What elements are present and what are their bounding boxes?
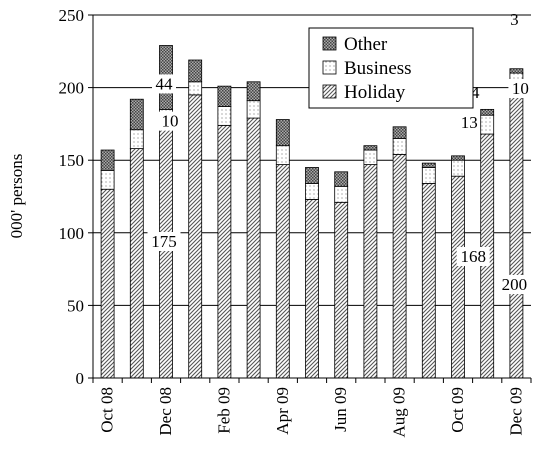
bar-business-apr-09: [275, 145, 290, 165]
bar-business-jul-09: [363, 149, 378, 165]
y-axis-label: 000' persons: [7, 154, 26, 239]
bar-business-sep-09: [421, 167, 436, 184]
y-tick-label: 150: [59, 151, 85, 170]
data-label-dec-09-business: 10: [512, 79, 529, 98]
legend-swatch-other: [322, 36, 337, 51]
bar-holiday-aug-09: [392, 153, 407, 379]
y-tick-label: 50: [67, 296, 84, 315]
bar-other-aug-09: [392, 126, 407, 139]
bar-business-oct-08: [100, 169, 115, 190]
bar-other-nov-08: [129, 98, 144, 131]
data-label-nov-09-business: 13: [461, 113, 478, 132]
x-tick-label: Oct 08: [98, 387, 117, 433]
bar-holiday-mar-09: [246, 117, 261, 379]
bar-business-feb-09: [217, 106, 232, 126]
bar-holiday-jun-09: [334, 201, 349, 379]
legend: Other Business Holiday: [308, 27, 474, 109]
data-label-dec-09-other: 3: [510, 10, 519, 29]
data-label-bg: [158, 111, 182, 131]
y-tick-label: 0: [76, 369, 85, 388]
x-tick-label: Dec 08: [156, 387, 175, 436]
bar-holiday-jan-09: [188, 94, 203, 379]
bar-other-jul-09: [363, 145, 378, 151]
x-ticks: Oct 08 Dec 08 Feb 09 Apr 09 Jun 09 Aug 09 Oct …: [92, 378, 532, 438]
y-tick-label: 200: [59, 79, 85, 98]
bar-business-may-09: [305, 183, 319, 200]
bar-business-mar-09: [246, 100, 261, 119]
x-tick-label: Oct 09: [448, 387, 467, 433]
legend-label-business: Business: [344, 58, 412, 79]
x-tick-label: Apr 09: [273, 387, 292, 435]
data-label-nov-09-holiday: 168: [460, 247, 486, 266]
bar-business-nov-09: [480, 114, 495, 135]
bar-other-oct-08: [100, 149, 115, 171]
data-label-nov-09-other: 4: [471, 83, 480, 102]
x-tick-label: Feb 09: [214, 387, 233, 434]
data-label-bg: [456, 247, 490, 266]
bar-holiday-feb-09: [217, 124, 232, 379]
bar-other-dec-09: [509, 68, 524, 74]
bar-other-may-09: [305, 167, 319, 184]
data-label-dec-09-holiday: 200: [502, 275, 528, 294]
data-label-bg: [508, 79, 533, 98]
data-label-dec-08-holiday: 175: [151, 232, 177, 251]
bar-business-nov-08: [129, 129, 144, 149]
data-labels: 44 10 175 3 10 200 4 13 168: [147, 10, 533, 294]
bar-other-jan-09: [188, 59, 203, 83]
bar-other-oct-09: [451, 155, 465, 161]
legend-label-holiday: Holiday: [344, 82, 406, 103]
bar-holiday-apr-09: [275, 164, 290, 379]
x-tick-label: Aug 09: [390, 387, 409, 438]
axes: [92, 15, 531, 379]
x-tick-label: Dec 09: [506, 387, 525, 436]
bar-business-oct-09: [451, 159, 465, 177]
data-label-bg: [147, 232, 181, 251]
y-tick-label: 250: [59, 6, 85, 25]
bar-holiday-sep-09: [421, 183, 436, 379]
bar-business-jun-09: [334, 185, 349, 203]
y-tick-label: 100: [59, 224, 85, 243]
data-label-bg: [497, 275, 531, 294]
bar-other-jun-09: [334, 171, 349, 187]
data-label-bg: [152, 74, 176, 94]
bar-other-sep-09: [421, 162, 436, 168]
x-tick-label: Jun 09: [331, 387, 350, 432]
bar-holiday-may-09: [305, 199, 319, 379]
bar-business-jan-09: [188, 81, 203, 96]
bar-holiday-nov-08: [129, 148, 144, 379]
bar-other-mar-09: [246, 81, 261, 102]
bar-holiday-dec-09: [509, 87, 524, 379]
y-ticks: 0 50 100 150 200 250: [59, 6, 93, 388]
bar-holiday-oct-08: [100, 188, 115, 379]
bar-business-aug-09: [392, 138, 407, 155]
legend-label-other: Other: [344, 34, 388, 55]
bar-other-feb-09: [217, 85, 232, 107]
bar-holiday-oct-09: [451, 175, 465, 379]
bar-holiday-jul-09: [363, 164, 378, 379]
legend-swatch-holiday: [322, 84, 337, 99]
data-label-dec-08-business: 10: [162, 112, 179, 131]
bar-other-apr-09: [275, 119, 290, 147]
bar-other-nov-09: [480, 108, 495, 116]
legend-swatch-business: [322, 60, 337, 75]
data-label-dec-08-other: 44: [156, 74, 174, 93]
